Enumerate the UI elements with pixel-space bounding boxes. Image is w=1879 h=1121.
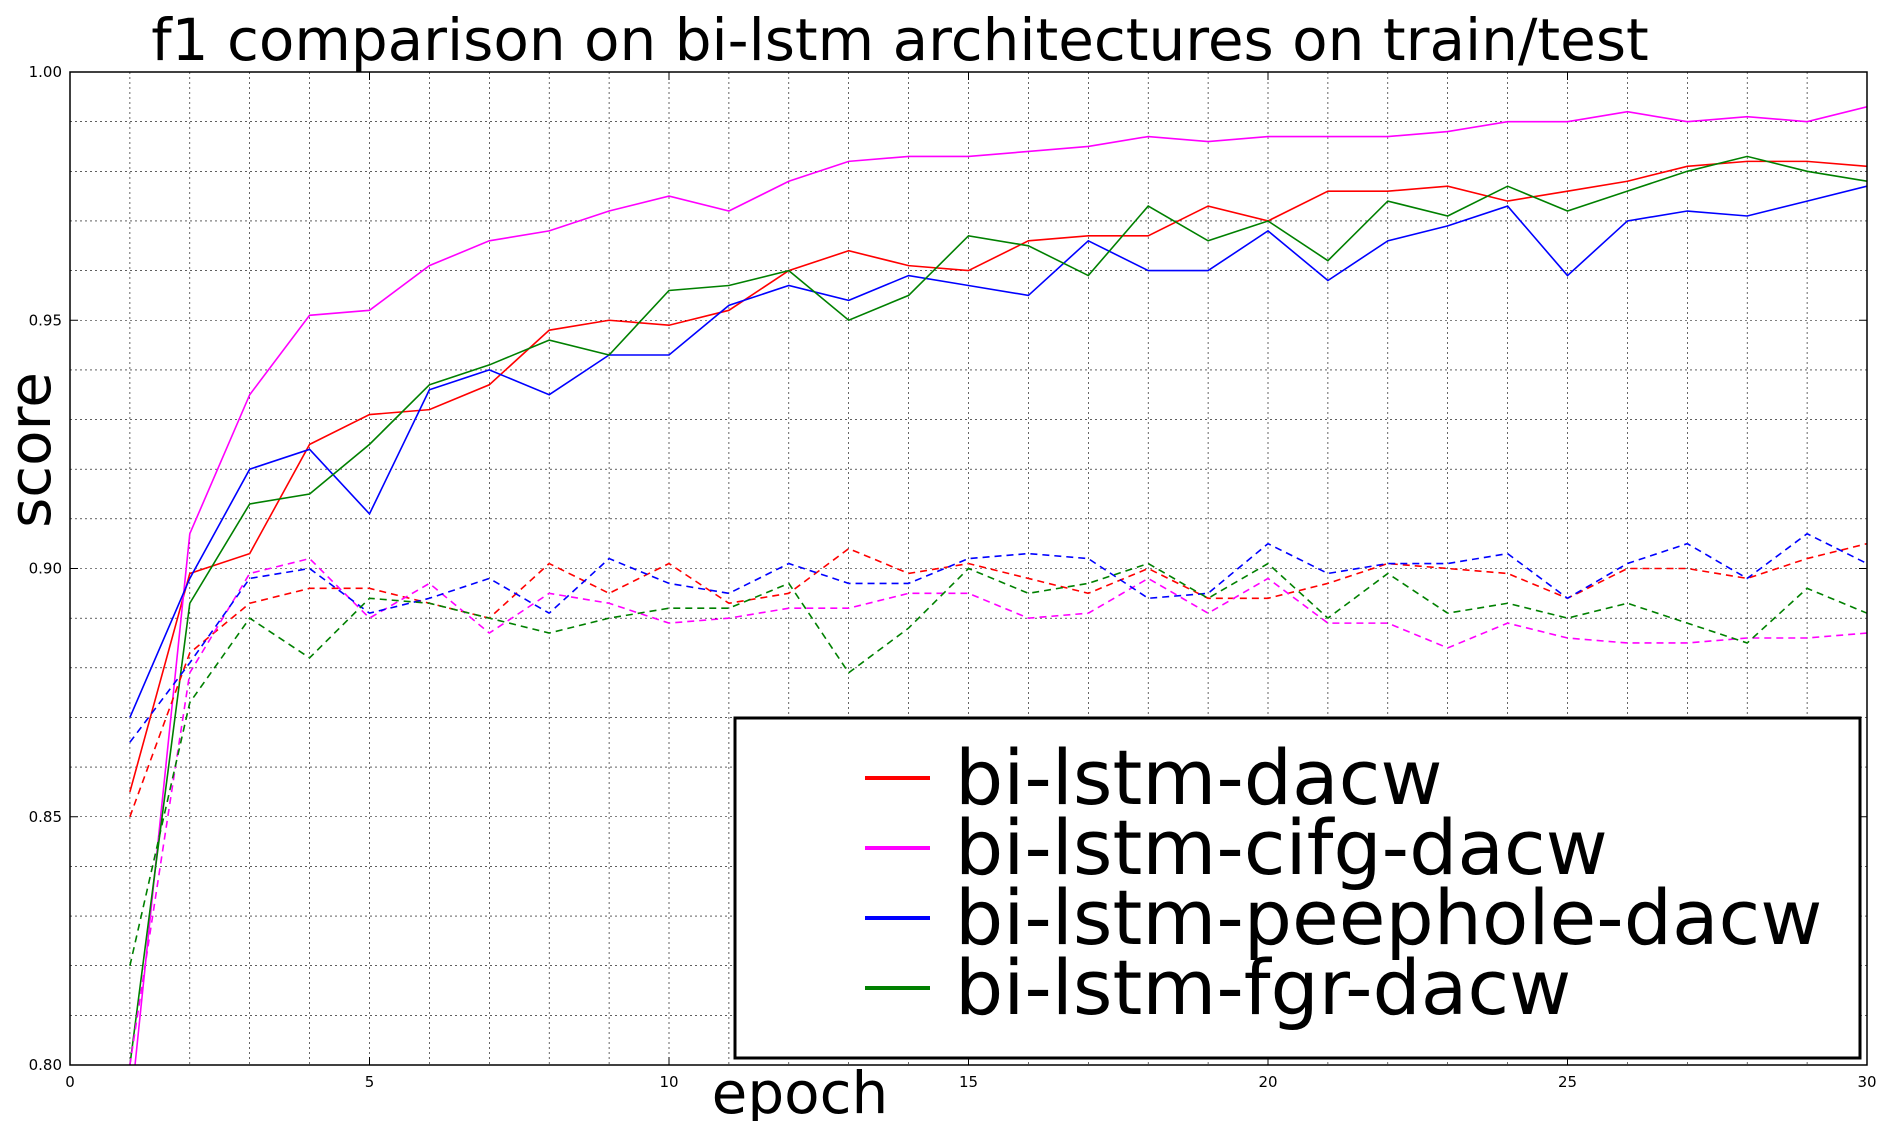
x-tick-label: 30: [1857, 1073, 1876, 1091]
series-8-dashed-line: [129, 562, 1867, 966]
y-tick-label: 1.00: [29, 63, 62, 81]
legend-box: [733, 716, 1862, 1060]
x-tick-label: 20: [1258, 1073, 1277, 1091]
y-tick-label: 0.80: [29, 1056, 62, 1074]
bi-lstm-cifg-dacw-solid-line: [134, 105, 1867, 1065]
series-6-dashed-line: [129, 557, 1867, 1065]
series-7-dashed-line: [129, 532, 1867, 743]
x-tick-label: 25: [1558, 1073, 1577, 1091]
bi-lstm-dacw-solid-line: [129, 160, 1867, 793]
legend-label: bi-lstm-dacw: [955, 733, 1443, 822]
x-tick-label: 5: [365, 1073, 375, 1091]
x-axis-label: epoch: [712, 1059, 889, 1121]
chart-title: f1 comparison on bi-lstm architectures o…: [151, 6, 1649, 74]
legend-label: bi-lstm-cifg-dacw: [955, 803, 1608, 892]
legend-label: bi-lstm-peephole-dacw: [955, 873, 1822, 962]
series-layer: [129, 105, 1867, 1065]
legend: bi-lstm-dacwbi-lstm-cifg-dacwbi-lstm-pee…: [733, 716, 1862, 1060]
x-tick-label: 10: [659, 1073, 678, 1091]
y-axis-label: score: [0, 372, 64, 528]
legend-label: bi-lstm-fgr-dacw: [955, 943, 1571, 1032]
y-tick-label: 0.90: [29, 560, 62, 578]
x-tick-label: 15: [959, 1073, 978, 1091]
x-tick-label: 0: [65, 1073, 75, 1091]
bi-lstm-fgr-dacw-solid-line: [129, 155, 1867, 1065]
grid: [70, 72, 1867, 1065]
bi-lstm-peephole-dacw-solid-line: [129, 185, 1867, 718]
y-tick-label: 0.85: [29, 808, 62, 826]
y-tick-label: 0.95: [29, 311, 62, 329]
ticks: 0 5 10 15 20 25 30 0.80 0.85 0.90 0.95 1.00: [29, 63, 1877, 1091]
